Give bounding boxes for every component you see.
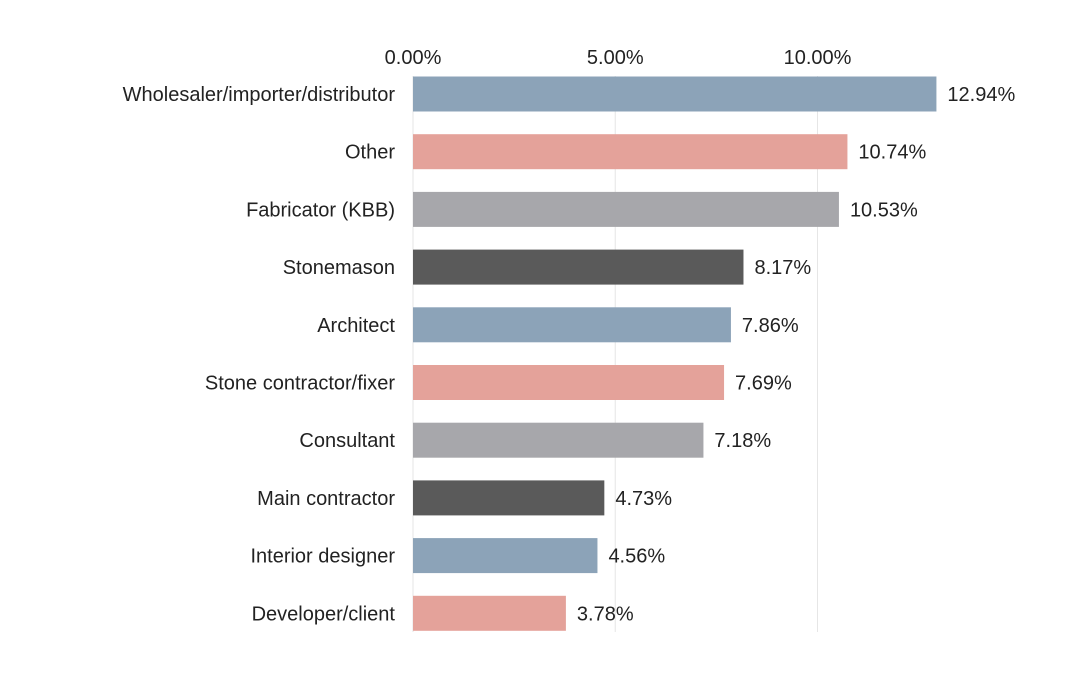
x-tick-label: 0.00%	[385, 47, 442, 69]
bar	[413, 365, 725, 400]
bar	[413, 538, 598, 574]
value-label: 7.18%	[714, 430, 771, 452]
category-label: Consultant	[299, 430, 395, 452]
category-label: Other	[345, 142, 395, 164]
value-labels: 12.94% 10.74% 10.53% 8.17% 7.86% 7.69% 7.18% 4.…	[577, 84, 1016, 625]
bar	[413, 76, 937, 112]
value-label: 4.56%	[608, 546, 665, 568]
bar	[413, 191, 839, 227]
bar	[413, 249, 744, 285]
bar	[413, 422, 704, 458]
value-label: 10.74%	[858, 142, 926, 164]
value-label: 10.53%	[850, 199, 918, 221]
value-label: 7.69%	[735, 373, 792, 395]
category-label: Wholesaler/importer/distributor	[123, 84, 396, 106]
category-label: Interior designer	[250, 546, 395, 568]
x-tick-label: 10.00%	[784, 47, 852, 69]
category-label: Stone contractor/fixer	[205, 373, 395, 395]
bar	[413, 307, 731, 343]
bar	[413, 595, 566, 631]
category-label: Developer/client	[252, 603, 396, 625]
value-label: 4.73%	[615, 488, 672, 510]
category-label: Fabricator (KBB)	[246, 199, 395, 221]
category-label: Main contractor	[257, 488, 395, 510]
x-axis-ticks: 0.00% 5.00% 10.00%	[385, 47, 852, 69]
x-tick-label: 5.00%	[587, 47, 644, 69]
category-labels: Wholesaler/importer/distributor Other Fabr…	[123, 84, 396, 625]
value-label: 3.78%	[577, 603, 634, 625]
category-label: Stonemason	[283, 257, 395, 279]
category-label: Architect	[317, 315, 395, 337]
value-label: 12.94%	[947, 84, 1015, 106]
value-label: 7.86%	[742, 315, 799, 337]
value-label: 8.17%	[754, 257, 811, 279]
bar	[413, 134, 848, 170]
bar	[413, 480, 605, 516]
bars	[413, 76, 937, 631]
